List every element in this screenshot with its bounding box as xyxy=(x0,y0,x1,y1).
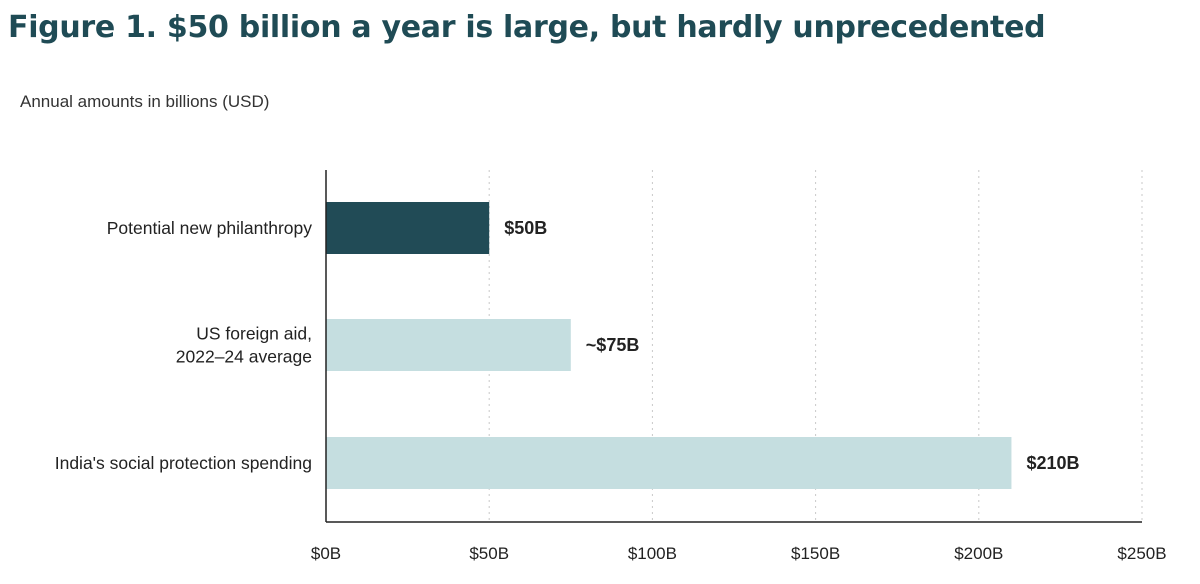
bar xyxy=(326,202,490,254)
category-label: Potential new philanthropy xyxy=(107,218,313,238)
x-tick-label: $50B xyxy=(469,544,509,563)
category-label-line: India's social protection spending xyxy=(55,453,312,473)
axes xyxy=(325,170,1142,523)
bar xyxy=(326,319,571,371)
chart-title: Figure 1. $50 billion a year is large, b… xyxy=(8,10,1046,45)
bar xyxy=(326,437,1012,489)
x-tick-label: $250B xyxy=(1117,544,1166,563)
x-tick-label: $100B xyxy=(628,544,677,563)
x-tick-label: $150B xyxy=(791,544,840,563)
data-label: $210B xyxy=(1026,453,1079,473)
x-tick-label: $0B xyxy=(311,544,341,563)
chart-subtitle: Annual amounts in billions (USD) xyxy=(20,92,270,111)
data-label: $50B xyxy=(504,218,547,238)
category-label-line: US foreign aid, xyxy=(196,324,312,344)
category-label: India's social protection spending xyxy=(55,453,312,473)
category-label-line: Potential new philanthropy xyxy=(107,218,313,238)
x-tick-label: $200B xyxy=(954,544,1003,563)
bars xyxy=(326,202,1012,489)
data-label: ~$75B xyxy=(586,335,640,355)
category-label: US foreign aid, 2022–24 average xyxy=(176,324,312,367)
category-label-line: 2022–24 average xyxy=(176,347,312,367)
labels: $0B $50B $100B $150B $200B $250B $50B Potential… xyxy=(55,218,1167,563)
